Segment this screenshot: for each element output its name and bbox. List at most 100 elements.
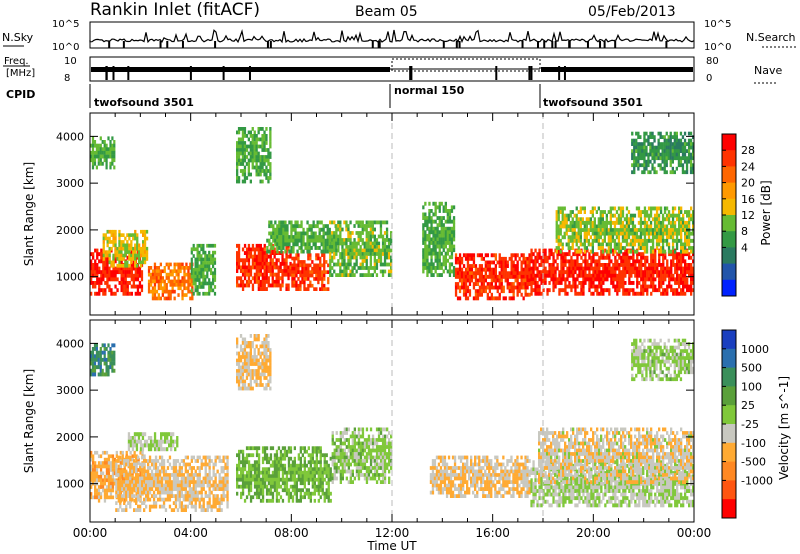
power-cell [253, 279, 257, 284]
power-cell [329, 269, 332, 274]
power-cell [434, 255, 437, 260]
power-cell [622, 259, 625, 264]
power-cell [317, 256, 320, 261]
power-cell [669, 228, 673, 232]
power-cell [444, 233, 447, 238]
power-cell [130, 266, 133, 271]
power-cell [657, 152, 660, 157]
power-cell [675, 156, 678, 161]
power-cell [500, 260, 503, 265]
power-cell [627, 249, 631, 254]
velocity-cell [156, 476, 160, 481]
velocity-cell [147, 459, 150, 463]
power-cell [151, 276, 155, 280]
power-cell [614, 255, 617, 260]
power-cell [684, 246, 687, 250]
power-cell [276, 224, 279, 229]
power-cell [651, 242, 655, 247]
power-cell [159, 296, 162, 301]
power-cell [674, 277, 677, 282]
power-cell [134, 250, 137, 254]
power-cell [540, 259, 543, 264]
power-cell [486, 260, 489, 265]
power-cell [659, 224, 663, 229]
power-cell [263, 265, 266, 270]
velocity-cell [148, 497, 152, 502]
power-cell [562, 270, 565, 275]
power-cell [181, 293, 184, 297]
power-cell [361, 224, 364, 228]
power-cell [663, 217, 667, 222]
power-cell [651, 231, 655, 236]
power-cell [353, 255, 356, 260]
power-cell [286, 235, 289, 239]
power-cell [682, 277, 685, 282]
power-cell [210, 271, 213, 276]
power-cell [187, 286, 190, 291]
power-cell [120, 284, 123, 289]
power-cell [674, 270, 677, 275]
power-cell [639, 210, 643, 214]
velocity-cell [137, 490, 140, 495]
power-cell [506, 278, 509, 283]
power-cell [365, 234, 368, 239]
power-cell [662, 281, 665, 285]
power-cell [583, 249, 586, 254]
power-cell [113, 165, 116, 170]
power-cell [367, 224, 370, 228]
power-cell [534, 266, 537, 271]
power-cell [528, 260, 531, 265]
power-cell [255, 261, 258, 266]
power-cell [586, 248, 589, 253]
power-cell [379, 220, 383, 225]
power-cell [645, 138, 648, 143]
power-cell [588, 273, 591, 278]
power-cell [639, 235, 643, 240]
power-cell [347, 252, 350, 256]
power-cell [466, 271, 470, 276]
power-cell [508, 256, 511, 261]
velocity-cell [95, 450, 99, 455]
power-cell [268, 242, 271, 247]
power-cell [444, 241, 447, 245]
power-cell [100, 252, 103, 257]
power-cell [639, 163, 642, 168]
power-cell [444, 262, 447, 267]
power-cell [635, 231, 639, 236]
power-cell [247, 258, 251, 263]
power-cell [592, 266, 595, 271]
power-cell [676, 259, 679, 264]
power-cell [301, 270, 304, 274]
power-cell [498, 260, 501, 265]
power-cell [640, 259, 643, 264]
power-cell [657, 138, 660, 143]
power-cell [249, 272, 253, 277]
velocity-cell [186, 480, 189, 484]
velocity-cell [188, 480, 191, 484]
power-cell [98, 266, 101, 271]
power-cell [349, 234, 352, 239]
power-cell [652, 277, 655, 282]
power-cell [428, 269, 431, 274]
power-cell [645, 163, 648, 168]
velocity-cell [133, 476, 136, 481]
power-cell [293, 266, 296, 271]
power-cell [478, 292, 482, 297]
power-cell [498, 296, 501, 301]
velocity-cell [143, 501, 146, 505]
power-cell [484, 253, 487, 258]
power-cell [321, 253, 324, 257]
power-cell [111, 150, 114, 155]
power-cell [109, 150, 112, 155]
power-cell [536, 252, 539, 257]
power-cell [498, 253, 501, 258]
power-cell [251, 158, 254, 163]
velocity-cell [135, 483, 138, 488]
power-cell [293, 277, 296, 281]
power-cell [605, 231, 608, 236]
power-cell [106, 240, 109, 244]
power-cell [514, 256, 517, 261]
velocity-cell [99, 474, 103, 479]
power-cell [450, 241, 454, 245]
velocity-cell [168, 455, 172, 460]
